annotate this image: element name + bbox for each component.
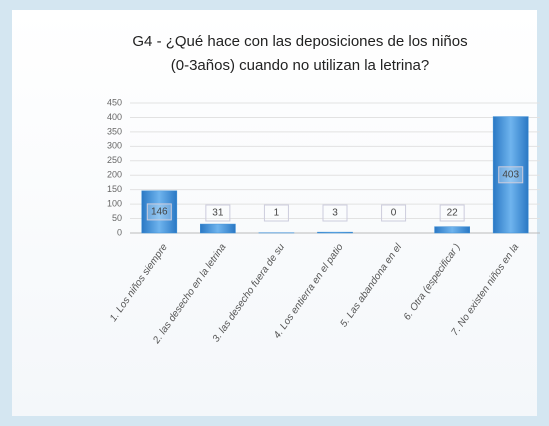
value-label-box [498, 166, 524, 184]
chart-title: G4 - ¿Qué hace con las deposiciones de l… [132, 33, 467, 50]
value-label: 403 [502, 169, 519, 180]
y-tick-label: 250 [107, 155, 122, 165]
value-label-box [322, 204, 348, 222]
bar [434, 226, 470, 234]
bar [317, 231, 353, 234]
value-label: 31 [212, 208, 224, 219]
y-tick-label: 450 [107, 97, 122, 107]
panel [12, 10, 537, 416]
value-label: 1 [274, 208, 280, 219]
value-label-box [146, 203, 172, 221]
value-label-box [263, 204, 289, 222]
value-label-box [439, 204, 465, 222]
y-tick-label: 400 [107, 112, 122, 122]
y-tick-label: 50 [112, 213, 122, 223]
y-tick-label: 150 [107, 184, 122, 194]
y-tick-label: 300 [107, 141, 122, 151]
value-label: 146 [151, 207, 168, 218]
value-label-box [205, 204, 231, 222]
y-tick-label: 0 [117, 227, 122, 237]
value-label: 3 [332, 208, 338, 219]
y-tick-label: 100 [107, 198, 122, 208]
y-tick-label: 350 [107, 126, 122, 136]
y-tick-label: 200 [107, 170, 122, 180]
chart-title: (0-3años) cuando no utilizan la letrina? [171, 57, 430, 74]
bar [200, 223, 236, 234]
value-label: 22 [447, 208, 459, 219]
value-label-box [381, 204, 407, 222]
value-label: 0 [391, 208, 397, 219]
